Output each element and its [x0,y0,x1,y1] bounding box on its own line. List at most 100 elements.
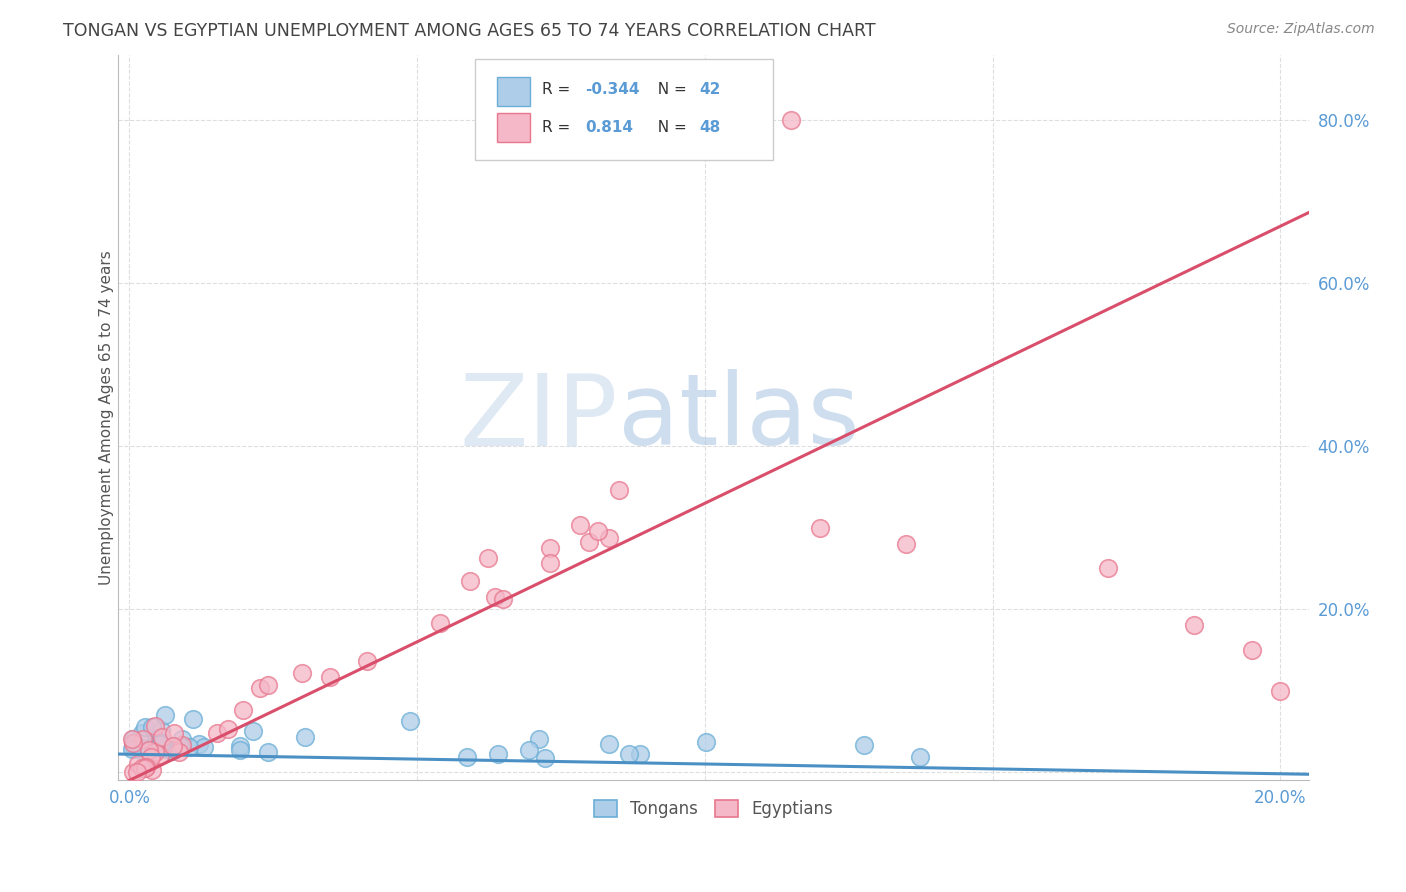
Point [538,556,561,570]
Point [1270,683,1292,698]
Text: Source: ZipAtlas.com: Source: ZipAtlas.com [1227,22,1375,37]
Point [1182,618,1205,632]
Point [121,736,143,750]
Text: R =: R = [541,82,575,96]
Point [167,745,190,759]
Point [586,524,609,538]
Point [538,541,561,555]
Point [122,731,145,746]
Text: 42: 42 [699,82,721,96]
Point [153,708,176,723]
Text: 0.814: 0.814 [585,120,633,136]
Point [163,725,186,739]
Point [256,745,278,759]
Point [780,113,803,128]
Point [146,737,169,751]
Point [695,735,717,749]
Point [170,738,193,752]
Point [205,725,228,739]
Point [122,765,145,780]
FancyBboxPatch shape [496,113,530,142]
Point [170,731,193,746]
Point [896,537,918,551]
Point [458,574,481,588]
Point [429,615,451,630]
Point [160,744,183,758]
Point [148,738,170,752]
Point [150,723,173,737]
Point [127,757,149,772]
Point [135,760,157,774]
Point [242,724,264,739]
Point [125,742,148,756]
Text: atlas: atlas [619,369,860,467]
Point [177,739,200,754]
Point [122,739,145,753]
Point [141,720,163,734]
Point [143,745,166,759]
Text: ZIP: ZIP [460,369,619,467]
FancyBboxPatch shape [475,59,773,161]
Point [134,761,156,775]
Point [121,736,143,750]
Point [139,749,162,764]
Point [665,113,688,128]
Point [131,726,153,740]
Point [155,742,177,756]
Point [143,719,166,733]
Point [257,678,280,692]
Point [529,732,551,747]
Point [121,731,143,746]
Point [150,730,173,744]
Point [229,743,252,757]
Point [162,739,184,753]
Point [356,654,378,668]
Legend: Tongans, Egyptians: Tongans, Egyptians [585,791,842,826]
Point [398,714,420,729]
Point [607,483,630,497]
Point [217,722,239,736]
Point [183,712,205,726]
Text: -0.344: -0.344 [585,82,640,96]
Point [149,748,172,763]
Point [132,745,155,759]
Point [129,741,152,756]
Point [477,551,499,566]
Point [456,750,478,764]
Text: R =: R = [541,120,575,136]
Point [492,592,515,607]
Point [152,736,174,750]
Point [188,737,211,751]
Point [169,739,191,754]
Point [145,732,167,747]
Point [229,739,252,753]
Point [1097,561,1119,575]
Text: N =: N = [648,82,692,96]
Point [578,535,600,549]
Point [150,738,173,752]
Point [193,740,215,755]
Point [319,670,342,684]
Point [486,747,509,762]
Point [134,720,156,734]
Point [808,521,831,535]
Point [121,742,143,756]
Point [291,665,314,680]
Point [131,761,153,775]
Point [617,747,640,762]
Point [569,517,592,532]
Y-axis label: Unemployment Among Ages 65 to 74 years: Unemployment Among Ages 65 to 74 years [100,251,114,585]
Point [598,737,620,751]
Point [127,764,149,779]
Point [533,750,555,764]
Point [249,681,271,695]
Point [138,743,160,757]
FancyBboxPatch shape [496,77,530,106]
Point [484,590,506,604]
Text: TONGAN VS EGYPTIAN UNEMPLOYMENT AMONG AGES 65 TO 74 YEARS CORRELATION CHART: TONGAN VS EGYPTIAN UNEMPLOYMENT AMONG AG… [63,22,876,40]
Point [132,732,155,747]
Point [598,531,620,545]
Point [141,763,163,777]
Point [852,739,875,753]
Text: 48: 48 [699,120,720,136]
